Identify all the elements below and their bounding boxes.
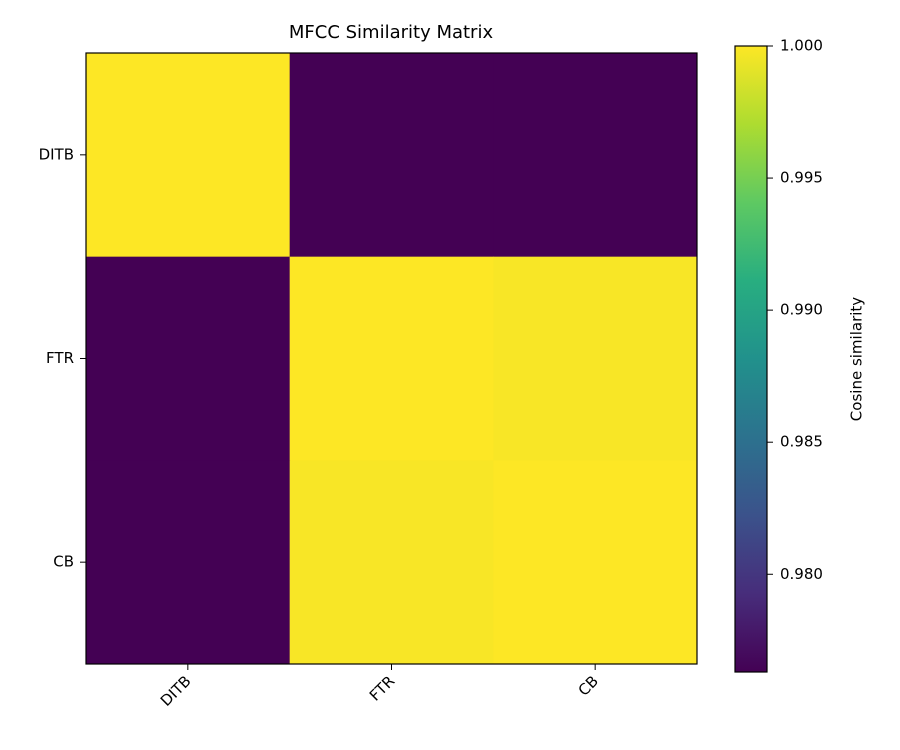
y-tick-label: DITB: [39, 145, 74, 163]
colorbar-tick-label: 0.980: [780, 565, 823, 583]
heatmap-cell: [289, 460, 494, 665]
colorbar-tick-label: 0.990: [780, 301, 823, 319]
chart-title: MFCC Similarity Matrix: [289, 22, 494, 43]
colorbar-tick-label: 0.995: [780, 169, 823, 187]
x-tick-label: CB: [575, 672, 602, 699]
colorbar-label: Cosine similarity: [848, 297, 866, 421]
x-tick-label: DITB: [157, 672, 195, 710]
heatmap-cell: [289, 256, 494, 461]
colorbar-tick-label: 0.985: [780, 433, 823, 451]
heatmap-cell: [86, 53, 291, 258]
heatmap-cell: [86, 460, 291, 665]
x-tick-label: FTR: [366, 672, 398, 704]
heatmap-cell: [493, 460, 698, 665]
heatmap-cell: [289, 53, 494, 258]
colorbar: [734, 45, 768, 673]
y-tick-label: FTR: [46, 349, 74, 367]
y-tick-label: CB: [53, 553, 74, 571]
heatmap-cell: [493, 53, 698, 258]
heatmap-cell: [493, 256, 698, 461]
heatmap-cell: [86, 256, 291, 461]
colorbar-tick-label: 1.000: [780, 37, 823, 55]
